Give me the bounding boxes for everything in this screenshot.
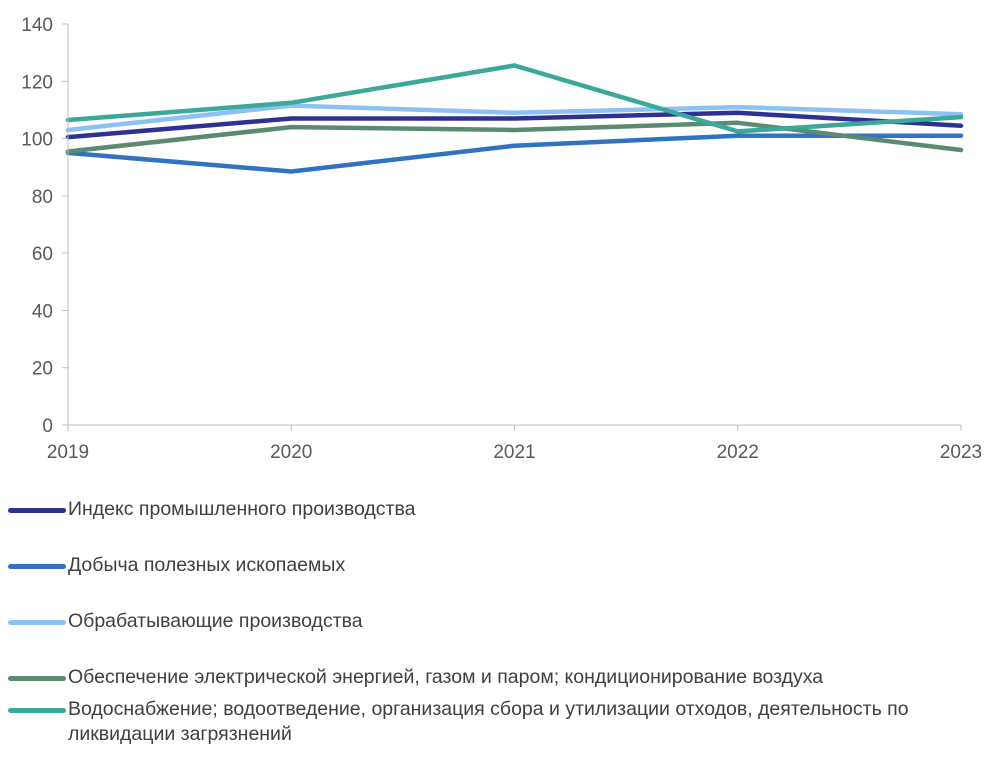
y-tick-label: 140	[21, 15, 53, 36]
x-tick-label: 2022	[717, 442, 759, 463]
legend-label: Добыча полезных ископаемых	[68, 554, 346, 576]
series-line-2	[65, 133, 964, 174]
legend-label: Обеспечение электрической энергией, газо…	[68, 666, 824, 688]
legend-swatch	[8, 564, 66, 569]
series-line-3	[65, 103, 964, 133]
series-line-1	[65, 110, 964, 140]
y-tick-label: 80	[32, 187, 53, 208]
legend-label: Водоснабжение; водоотведение, организаци…	[68, 698, 909, 745]
x-axis-ticks: 2019 2020 2021 2022 2023	[47, 425, 982, 463]
y-tick-label: 0	[42, 416, 53, 437]
legend-label: Обрабатывающие производства	[68, 610, 363, 632]
legend-swatch	[8, 508, 66, 513]
y-tick-label: 120	[21, 72, 53, 93]
x-tick-label: 2019	[47, 442, 89, 463]
chart: 0 20 40 60 80 100 120 140 2019 2020 2021 2022 2023	[21, 15, 982, 463]
legend-swatch	[8, 708, 66, 713]
y-tick-label: 40	[32, 301, 53, 322]
series-line-4	[65, 120, 964, 154]
y-tick-label: 60	[32, 244, 53, 265]
x-tick-label: 2021	[493, 442, 535, 463]
x-tick-label: 2023	[940, 442, 982, 463]
legend-swatch	[8, 676, 66, 681]
legend-swatch	[8, 620, 66, 625]
legend-label: Индекс промышленного производства	[68, 498, 416, 520]
y-tick-label: 20	[32, 359, 53, 380]
y-tick-label: 100	[21, 130, 53, 151]
series-line-5	[65, 63, 964, 134]
x-tick-label: 2020	[270, 442, 312, 463]
y-axis-ticks: 0 20 40 60 80 100 120 140	[21, 15, 68, 437]
series-lines	[65, 63, 964, 174]
